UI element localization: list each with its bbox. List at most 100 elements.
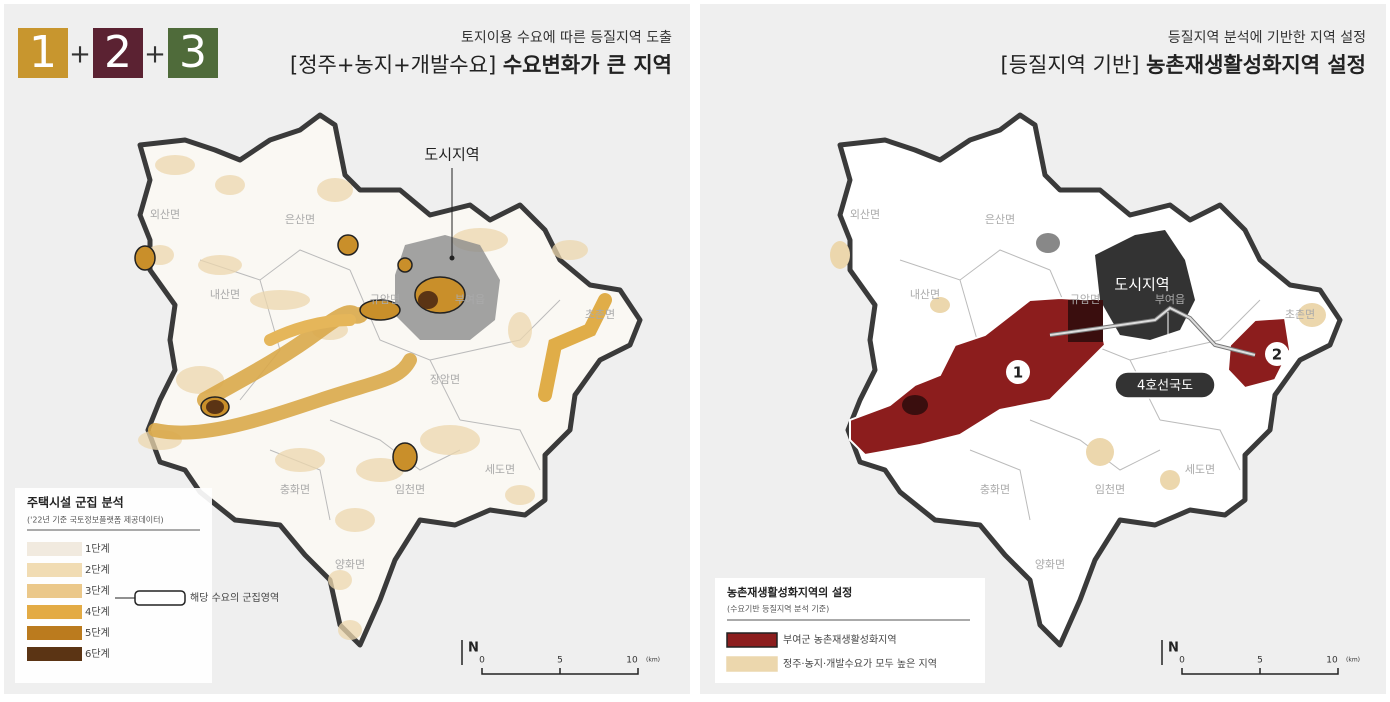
place-name: 외산면 <box>150 208 180 221</box>
heat-blob <box>198 255 242 275</box>
cluster-core <box>418 291 438 309</box>
legend-cluster-label: 해당 수요의 군집영역 <box>190 591 279 604</box>
legend-swatch <box>27 584 82 598</box>
place-name: 규암면 <box>370 293 400 306</box>
legend-label: 2단계 <box>85 564 110 576</box>
demand-band <box>148 353 417 440</box>
place-name: 임천면 <box>395 482 425 496</box>
heat-blob <box>250 290 310 310</box>
urban-label: 도시지역 <box>1114 276 1169 294</box>
revitalization-area <box>1226 316 1292 390</box>
badge <box>18 28 68 78</box>
place-name: 내산면 <box>210 288 240 301</box>
badge-number: 1 <box>29 27 57 78</box>
scale-unit: (km) <box>646 657 660 664</box>
heat-blob <box>552 240 588 260</box>
place-name: 외산면 <box>850 208 880 221</box>
place-name: 충화면 <box>980 483 1010 496</box>
place-name: 양화면 <box>1035 558 1065 571</box>
legend-label: 6단계 <box>85 648 110 660</box>
urban-area <box>1095 230 1195 340</box>
boundary <box>1129 299 1261 361</box>
demand-band <box>264 314 356 346</box>
legend-swatch <box>27 563 82 577</box>
marker <box>1265 342 1289 366</box>
place-name: 부여읍 <box>1155 293 1185 306</box>
legend-swatch <box>726 632 778 648</box>
heat-blob <box>335 508 375 532</box>
place-name: 장암면 <box>430 373 460 386</box>
cluster-area <box>134 245 156 271</box>
cluster-area <box>397 257 413 273</box>
title-main: 농촌재생활성화지역 설정 <box>1146 53 1366 77</box>
marker-number: 2 <box>1272 346 1282 364</box>
boundary <box>459 419 541 471</box>
place-name: 초촌면 <box>1285 308 1315 321</box>
legend-swatch <box>27 542 82 556</box>
legend-note: ('22년 기준 국토정보플랫폼 제공데이터) <box>27 515 164 525</box>
heat-blob <box>215 175 245 195</box>
title-main: 수요변화가 큰 지역 <box>503 53 672 77</box>
place-name: 양화면 <box>335 558 365 571</box>
scale-tick-label: 0 <box>1179 656 1185 666</box>
legend-swatch <box>27 605 82 619</box>
title-prefix: [등질지역 기반] <box>1001 53 1147 77</box>
scale-tick-label: 10 <box>626 656 638 666</box>
high-demand-area <box>1086 438 1114 466</box>
boundary <box>1159 419 1241 471</box>
core-block <box>1068 300 1103 342</box>
boundary <box>899 249 1051 281</box>
leader-dot <box>449 255 455 261</box>
high-demand-area <box>830 241 850 269</box>
county-outline <box>837 112 1343 648</box>
title: [등질지역 기반] 농촌재생활성화지역 설정 <box>1001 53 1367 77</box>
north-arrow: N <box>1168 641 1179 656</box>
place-name: 세도면 <box>1185 463 1215 476</box>
place-name: 은산면 <box>985 213 1015 226</box>
demand-band <box>538 293 612 402</box>
heat-blob <box>275 448 325 472</box>
subtitle: 등질지역 분석에 기반한 지역 설정 <box>1168 30 1366 46</box>
right-map: 등질지역 분석에 기반한 지역 설정 [등질지역 기반] 농촌재생활성화지역 설정… <box>715 30 1366 683</box>
heat-blob <box>328 570 352 590</box>
urban-fringe <box>1036 233 1060 253</box>
heat-blob <box>338 620 362 640</box>
badge-number: 3 <box>179 27 207 78</box>
left-map: 1 +2 +3 토지이용 수요에 따른 등질지역 도출 [정주+농지+개발수요] 수요변… <box>15 27 672 683</box>
heat-blob <box>155 155 195 175</box>
demand-band <box>197 305 368 408</box>
legend-title: 주택시설 군집 분석 <box>27 495 124 510</box>
legend-label: 4단계 <box>85 606 110 618</box>
legend-label: 5단계 <box>85 627 110 639</box>
place-name: 세도면 <box>485 463 515 476</box>
legend-cluster-swatch <box>134 590 186 606</box>
badge <box>168 28 218 78</box>
road-label: 4호선국도 <box>1137 379 1193 394</box>
place-name: 규암면 <box>1070 293 1100 306</box>
title: [정주+농지+개발수요] 수요변화가 큰 지역 <box>290 53 672 77</box>
badge-number: 2 <box>104 27 132 78</box>
place-name: 충화면 <box>280 483 310 496</box>
place-name: 내산면 <box>910 288 940 301</box>
heat-blob <box>505 485 535 505</box>
legend-swatch <box>27 647 82 661</box>
boundary <box>969 449 1031 521</box>
heat-blob <box>508 312 532 348</box>
cluster-core <box>206 400 224 414</box>
scale-tick-label: 5 <box>557 656 563 666</box>
place-name: 은산면 <box>285 213 315 226</box>
high-demand-area <box>930 297 950 313</box>
heat-blob <box>317 178 353 202</box>
scale-bar <box>481 668 639 675</box>
marker-number: 1 <box>1013 364 1023 382</box>
place-name: 초촌면 <box>585 308 615 321</box>
title-prefix: [정주+농지+개발수요] <box>290 53 503 77</box>
scale-tick-label: 10 <box>1326 656 1338 666</box>
scale-tick-label: 5 <box>1257 656 1263 666</box>
legend-label: 1단계 <box>85 543 110 555</box>
place-name: 부여읍 <box>455 293 485 306</box>
legend-label: 정주·농지·개발수요가 모두 높은 지역 <box>783 658 937 670</box>
road-label-box <box>1114 371 1216 399</box>
legend-swatch <box>27 626 82 640</box>
